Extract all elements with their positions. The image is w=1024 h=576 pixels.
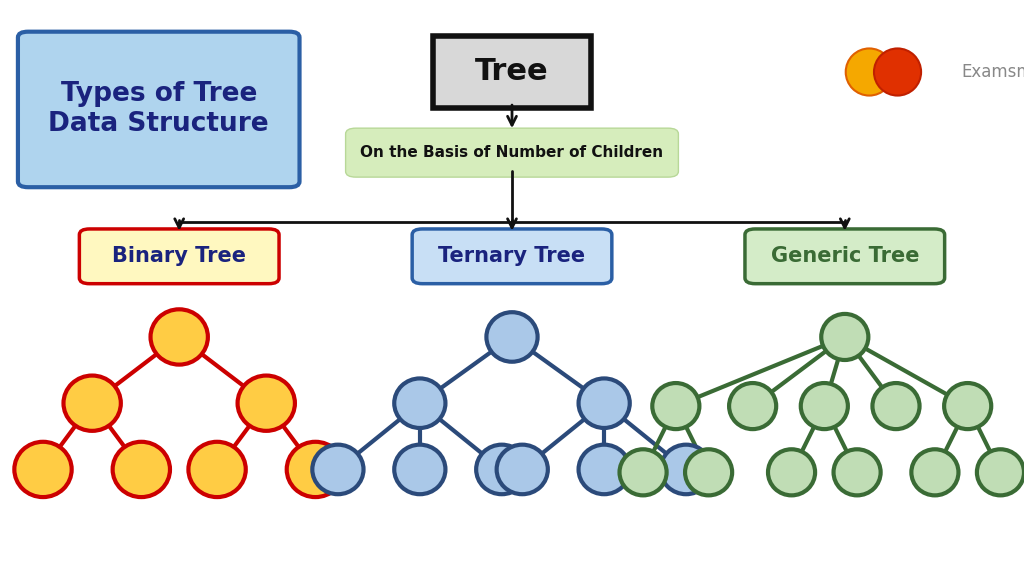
FancyBboxPatch shape <box>744 229 944 283</box>
Text: On the Basis of Number of Children: On the Basis of Number of Children <box>360 145 664 160</box>
Text: Ternary Tree: Ternary Tree <box>438 247 586 266</box>
Text: Binary Tree: Binary Tree <box>113 247 246 266</box>
Ellipse shape <box>394 378 445 428</box>
Ellipse shape <box>486 312 538 362</box>
FancyBboxPatch shape <box>17 32 300 187</box>
FancyBboxPatch shape <box>412 229 611 283</box>
Ellipse shape <box>476 445 527 494</box>
Ellipse shape <box>620 449 667 495</box>
Ellipse shape <box>188 442 246 497</box>
Ellipse shape <box>685 449 732 495</box>
Ellipse shape <box>579 378 630 428</box>
Ellipse shape <box>911 449 958 495</box>
Ellipse shape <box>394 445 445 494</box>
Text: Generic Tree: Generic Tree <box>770 247 920 266</box>
Ellipse shape <box>821 314 868 360</box>
Ellipse shape <box>312 445 364 494</box>
Ellipse shape <box>579 445 630 494</box>
Ellipse shape <box>238 376 295 431</box>
Ellipse shape <box>652 383 699 429</box>
Ellipse shape <box>834 449 881 495</box>
Ellipse shape <box>846 48 893 96</box>
FancyBboxPatch shape <box>346 128 679 177</box>
Ellipse shape <box>944 383 991 429</box>
Text: Examsmeta: Examsmeta <box>962 63 1024 81</box>
Ellipse shape <box>63 376 121 431</box>
Ellipse shape <box>872 383 920 429</box>
FancyBboxPatch shape <box>80 229 279 283</box>
Ellipse shape <box>497 445 548 494</box>
Ellipse shape <box>801 383 848 429</box>
Text: Tree: Tree <box>475 58 549 86</box>
Ellipse shape <box>977 449 1024 495</box>
Ellipse shape <box>14 442 72 497</box>
Ellipse shape <box>873 48 922 96</box>
Ellipse shape <box>660 445 712 494</box>
Ellipse shape <box>151 309 208 365</box>
Ellipse shape <box>729 383 776 429</box>
Ellipse shape <box>768 449 815 495</box>
Ellipse shape <box>113 442 170 497</box>
Text: Types of Tree
Data Structure: Types of Tree Data Structure <box>48 81 269 138</box>
FancyBboxPatch shape <box>432 36 592 108</box>
Ellipse shape <box>287 442 344 497</box>
